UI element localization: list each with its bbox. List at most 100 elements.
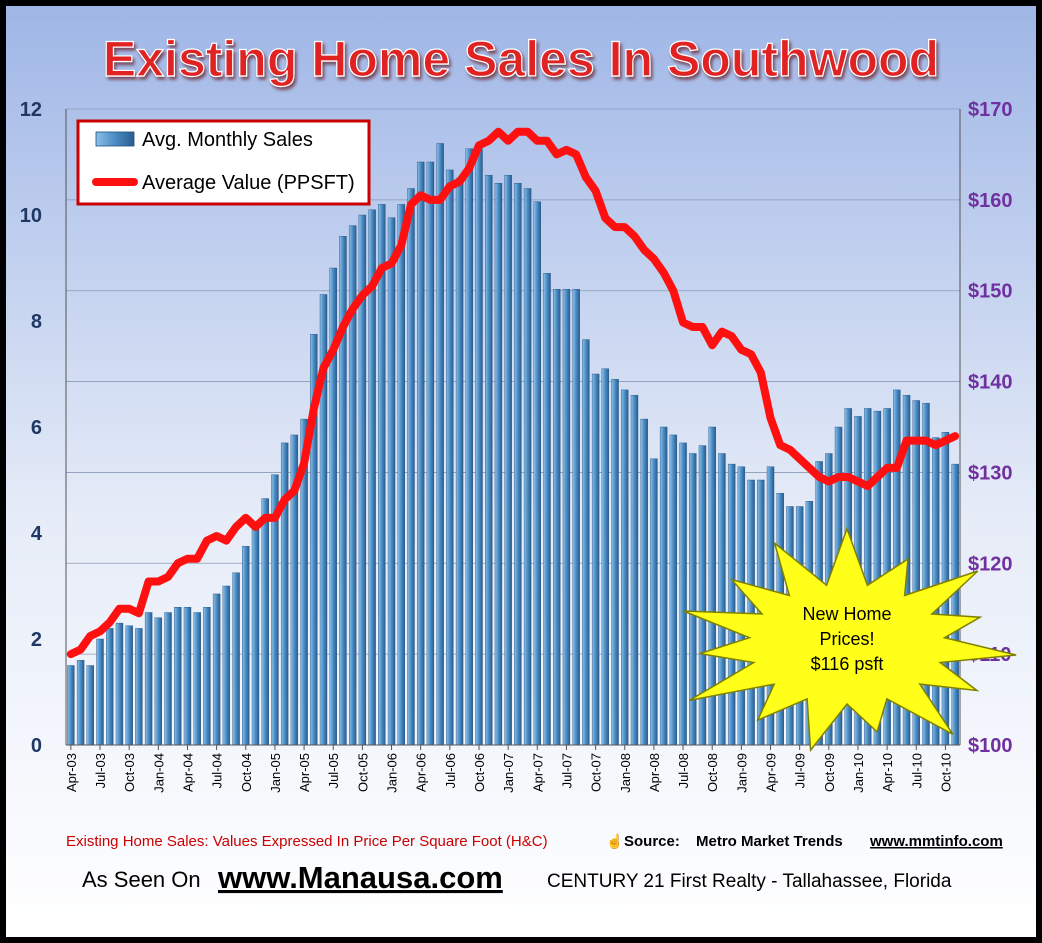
- x-axis-tick-label: Jul-10: [909, 753, 924, 788]
- bar: [698, 445, 707, 746]
- bar: [679, 442, 687, 746]
- bar: [514, 182, 522, 746]
- left-axis-tick-label: 4: [31, 523, 43, 545]
- footer-site[interactable]: www.Manausa.com: [217, 860, 503, 895]
- footer-prefix: As Seen On: [82, 867, 201, 892]
- starburst-shape: [683, 526, 1017, 753]
- bar: [144, 612, 153, 746]
- bar: [261, 498, 269, 746]
- x-axis-tick-label: Apr-03: [64, 753, 79, 792]
- line-series: [66, 127, 960, 659]
- x-axis-tick-label: Apr-09: [764, 753, 779, 792]
- x-axis-tick-label: Oct-06: [472, 753, 487, 792]
- bar: [115, 622, 124, 746]
- caption-source-url[interactable]: www.mmtinfo.com: [869, 833, 1003, 850]
- left-axis-ticks: 0 2 4 6 8 10 12: [20, 99, 43, 757]
- x-axis-tick-label: Jul-09: [793, 753, 808, 788]
- x-axis-tick-label: Jul-06: [443, 753, 458, 788]
- x-axis-tick-label: Jan-05: [268, 753, 283, 793]
- bar: [485, 175, 493, 746]
- bar: [183, 607, 192, 746]
- bar: [455, 177, 464, 746]
- right-axis-tick-label: $100: [968, 735, 1013, 757]
- x-axis-tick-label: Jul-07: [559, 753, 574, 788]
- bar: [523, 188, 532, 746]
- bar: [416, 161, 425, 746]
- x-axis-tick-label: Jul-03: [93, 753, 108, 788]
- left-axis-tick-label: 0: [31, 735, 42, 757]
- caption-source-label: Source:: [624, 833, 680, 850]
- bar: [387, 217, 396, 746]
- x-axis-tick-label: Jul-08: [676, 753, 691, 788]
- left-axis-tick-label: 12: [20, 99, 42, 121]
- footer-brand: CENTURY 21 First Realty - Tallahassee, F…: [547, 871, 952, 892]
- x-axis-tick-label: Apr-05: [297, 753, 312, 792]
- bar: [494, 182, 503, 746]
- right-axis-tick-label: $140: [968, 372, 1013, 394]
- bar: [611, 379, 619, 746]
- right-axis-ticks: $100$110$120$130$140$150$160$170: [968, 99, 1013, 757]
- right-axis-tick-label: $120: [968, 553, 1013, 575]
- x-axis-tick-label: Oct-03: [122, 753, 137, 792]
- bar: [76, 660, 85, 746]
- bar: [242, 546, 250, 746]
- caption: Existing Home Sales: Values Expressed In…: [66, 832, 1003, 850]
- bar: [601, 368, 610, 746]
- bar: [154, 617, 163, 746]
- hand-icon: ☝: [606, 832, 623, 850]
- bar: [737, 466, 746, 746]
- bar: [446, 169, 454, 746]
- bar: [621, 389, 629, 746]
- bar: [475, 148, 483, 746]
- bar: [96, 638, 104, 746]
- x-axis-tick-label: Jan-09: [734, 753, 749, 793]
- bar: [339, 235, 347, 746]
- callout-line-3: $116 psft: [811, 654, 884, 674]
- bar: [212, 593, 221, 746]
- right-axis-tick-label: $160: [968, 190, 1013, 212]
- bar: [280, 442, 289, 746]
- bar: [397, 204, 405, 746]
- bar: [630, 395, 639, 746]
- bar: [572, 289, 580, 746]
- x-axis-tick-label: Apr-07: [530, 753, 545, 792]
- bar: [669, 434, 678, 746]
- callout: New Home Prices! $116 psft: [683, 526, 1017, 753]
- legend-bar-label: Avg. Monthly Sales: [142, 129, 313, 151]
- bar: [193, 612, 201, 746]
- callout-line-1: New Home: [802, 604, 891, 624]
- callout-line-2: Prices!: [819, 629, 874, 649]
- bar: [708, 426, 716, 746]
- x-axis-tick-label: Jan-08: [618, 753, 633, 793]
- bar: [164, 612, 172, 746]
- legend: Avg. Monthly Sales Average Value (PPSFT): [76, 119, 371, 206]
- bar: [747, 479, 755, 746]
- x-axis-tick-label: Jul-05: [326, 753, 341, 788]
- bar: [504, 175, 512, 746]
- x-axis-tick-label: Oct-10: [938, 753, 953, 792]
- bar: [125, 625, 133, 746]
- bar: [640, 418, 648, 746]
- left-axis-tick-label: 10: [20, 205, 42, 227]
- x-axis-tick-label: Oct-05: [355, 753, 370, 792]
- x-axis-tick-label: Oct-04: [239, 753, 254, 792]
- chart: Existing Home Sales In Southwood 0 2 4 6 8 10…: [6, 6, 1036, 937]
- bar: [203, 607, 211, 746]
- left-axis-tick-label: 8: [31, 311, 42, 333]
- left-axis-tick-label: 6: [31, 417, 42, 439]
- bar: [251, 522, 260, 746]
- x-axis-tick-label: Jan-06: [385, 753, 400, 793]
- x-axis-tick-label: Apr-06: [414, 753, 429, 792]
- bar: [591, 373, 600, 746]
- x-axis-tick-label: Jul-04: [210, 753, 225, 788]
- bar: [659, 426, 668, 746]
- bar: [533, 201, 541, 746]
- bar: [553, 289, 561, 746]
- caption-source-name: Metro Market Trends: [696, 833, 843, 850]
- x-axis-tick-label: Apr-04: [180, 753, 195, 792]
- x-axis-tick-label: Apr-10: [880, 753, 895, 792]
- legend-line-label: Average Value (PPSFT): [142, 172, 355, 194]
- x-axis-tick-label: Jan-04: [151, 753, 166, 793]
- legend-bar-swatch: [95, 131, 135, 147]
- bar: [689, 453, 697, 746]
